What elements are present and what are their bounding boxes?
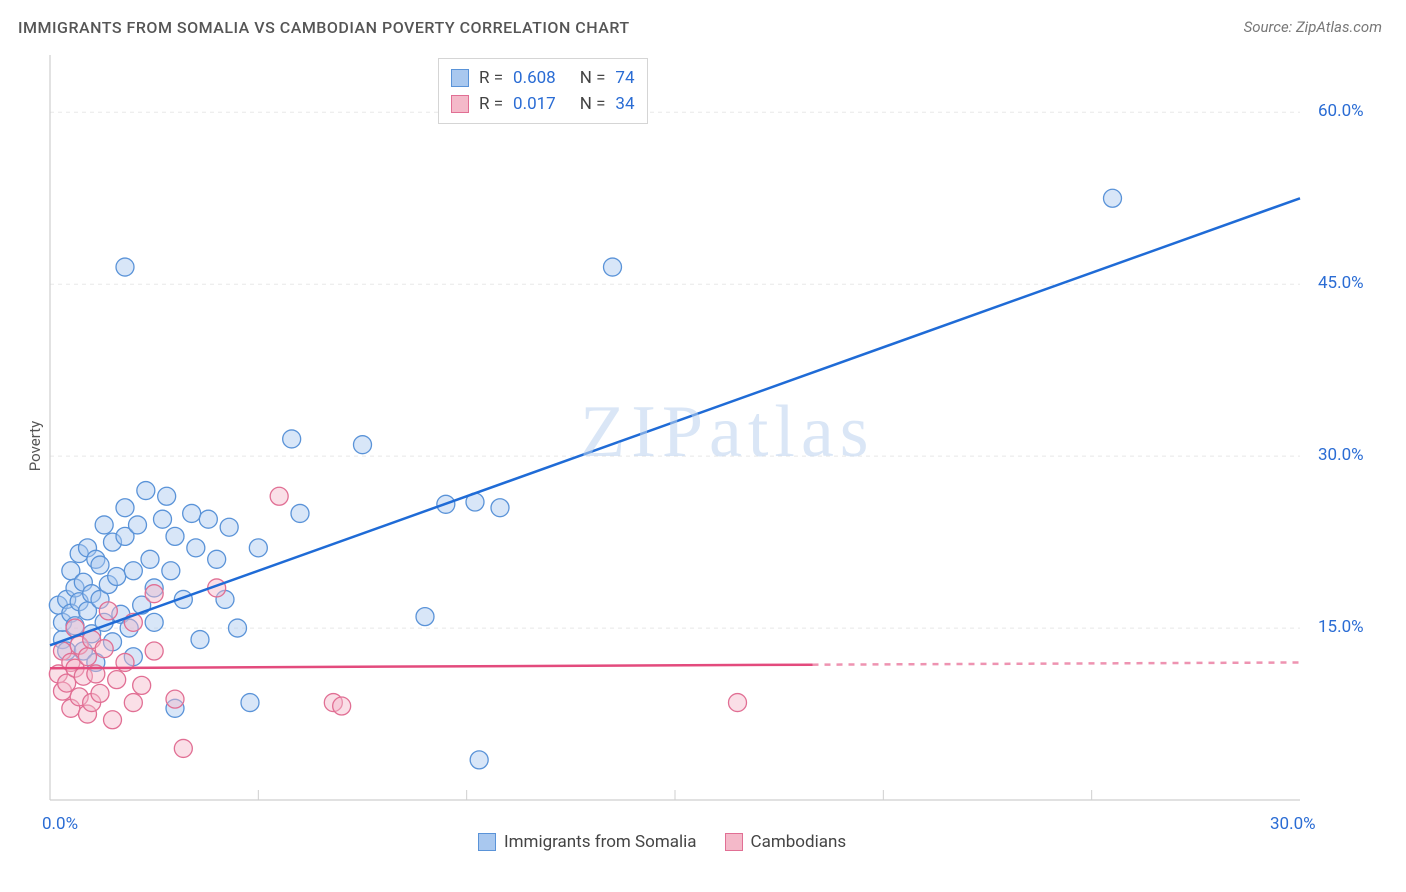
legend-swatch: [725, 833, 743, 851]
correlation-legend: R = 0.608 N = 74 R = 0.017 N = 34: [438, 58, 648, 124]
legend-n-label: N =: [580, 68, 606, 88]
series-legend: Immigrants from Somalia Cambodians: [478, 832, 846, 852]
x-tick-label: 30.0%: [1270, 814, 1316, 834]
series-legend-item-somalia: Immigrants from Somalia: [478, 832, 697, 852]
series-label: Cambodians: [751, 832, 847, 852]
y-tick-label: 15.0%: [1318, 617, 1364, 637]
legend-swatch: [451, 95, 469, 113]
watermark-text: ZIPatlas: [580, 390, 875, 475]
chart-container: { "title": "IMMIGRANTS FROM SOMALIA VS C…: [0, 0, 1406, 892]
series-legend-item-cambodia: Cambodians: [725, 832, 847, 852]
x-tick-label: 0.0%: [42, 814, 78, 834]
legend-n-value: 74: [615, 68, 634, 88]
legend-n-label: N =: [580, 94, 606, 114]
legend-row-somalia: R = 0.608 N = 74: [451, 65, 635, 91]
series-label: Immigrants from Somalia: [504, 832, 697, 852]
legend-r-value: 0.608: [513, 68, 556, 88]
legend-swatch: [478, 833, 496, 851]
legend-row-cambodia: R = 0.017 N = 34: [451, 91, 635, 117]
legend-r-label: R =: [479, 68, 503, 88]
y-tick-label: 60.0%: [1318, 101, 1364, 121]
y-tick-label: 45.0%: [1318, 273, 1364, 293]
legend-r-value: 0.017: [513, 94, 556, 114]
legend-r-label: R =: [479, 94, 503, 114]
y-tick-label: 30.0%: [1318, 445, 1364, 465]
legend-swatch: [451, 69, 469, 87]
legend-n-value: 34: [615, 94, 634, 114]
